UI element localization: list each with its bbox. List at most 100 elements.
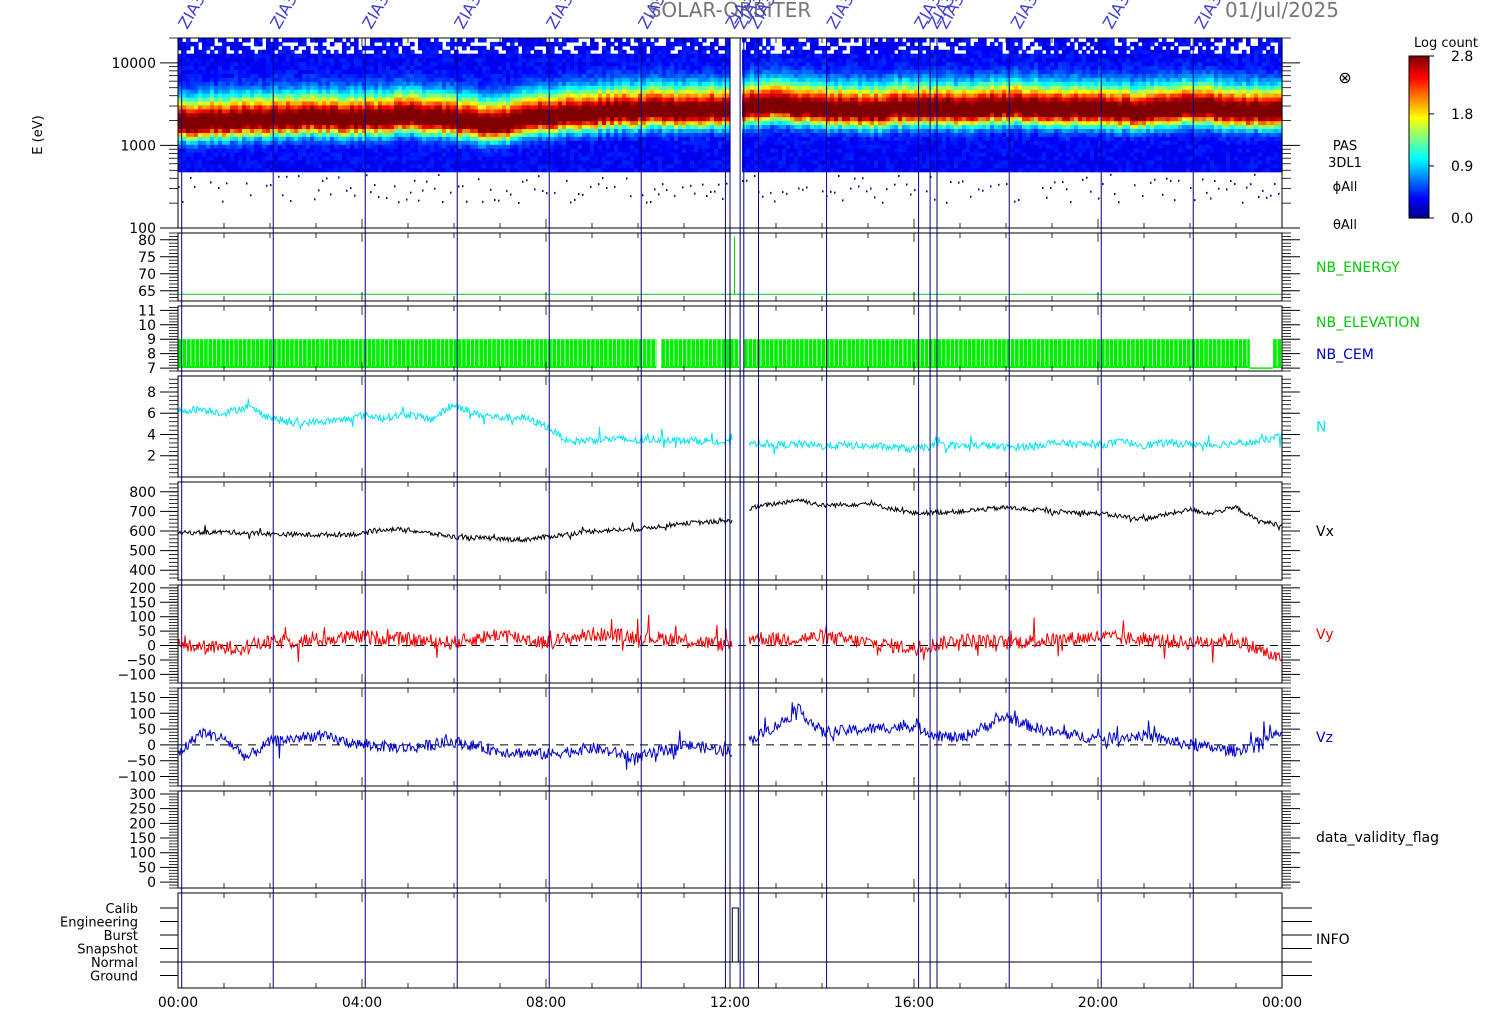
spectrogram-cell (326, 108, 331, 114)
spectrogram-cell (658, 49, 663, 55)
spectrogram-cell (638, 41, 643, 47)
spectrogram-cell (206, 81, 211, 86)
spectrogram-cell (186, 85, 191, 90)
spectrogram-cell (498, 69, 503, 74)
spectrogram-cell (330, 85, 335, 90)
spectrogram-cell (410, 116, 415, 122)
spectrogram-cell (702, 73, 707, 78)
spectrogram-cell (570, 128, 575, 133)
spectrogram-cell (434, 140, 439, 145)
spectrogram-cell (778, 132, 783, 137)
spectrogram-cell (750, 128, 755, 133)
spectrogram-cell (238, 140, 243, 145)
spectrogram-cell (602, 93, 607, 98)
spectrogram-cell (518, 108, 523, 114)
spectrogram-cell (386, 144, 391, 149)
spectrogram-cell (266, 85, 271, 90)
spectrogram-cell (190, 112, 195, 118)
spectrogram-cell (506, 53, 511, 59)
spectrogram-cell (458, 38, 463, 43)
spectrogram-cell (478, 159, 483, 165)
spectrogram-cell (506, 77, 511, 82)
spectrogram-cell (454, 65, 459, 70)
spectrogram-cell (326, 112, 331, 118)
spectrogram-cell (630, 116, 635, 122)
spectrogram-cell (178, 156, 183, 161)
spectrogram-cell (714, 65, 719, 70)
spectrogram-cell (642, 124, 647, 129)
spectrogram-cell (530, 156, 535, 161)
spectrogram-cell (786, 148, 791, 153)
spectrogram-cell (582, 124, 587, 129)
spectrogram-cell (618, 38, 623, 43)
spectrogram-cell (774, 156, 779, 161)
spectrogram-cell (254, 167, 259, 173)
spectrogram-cell (518, 53, 523, 59)
spectrogram-cell (486, 61, 491, 67)
spectrogram-cell (434, 61, 439, 67)
spectrogram-cell (334, 81, 339, 86)
spectrogram-cell (578, 120, 583, 126)
spectrogram-cell (766, 120, 771, 126)
spectrogram-cell (254, 159, 259, 165)
spectrogram-cell (770, 45, 775, 51)
spectrogram-cell (230, 89, 235, 94)
spectrogram-cell (582, 85, 587, 90)
spectrogram-cell (602, 144, 607, 149)
spectrogram-cell (442, 112, 447, 118)
spectrogram-cell (494, 124, 499, 129)
spectrogram-cell (506, 144, 511, 149)
spectrogram-cell (410, 156, 415, 161)
spectrogram-cell (482, 53, 487, 59)
spectrogram-cell (714, 53, 719, 59)
spectrogram-cell (746, 163, 751, 169)
spectrogram-cell (314, 97, 319, 102)
spectrogram-cell (346, 104, 351, 110)
spectrogram-cell (286, 73, 291, 78)
spectrogram-cell (498, 140, 503, 145)
spectrogram-cell (298, 57, 303, 63)
spectrogram-cell (282, 140, 287, 145)
spectrogram-cell (266, 61, 271, 67)
spectrogram-cell (634, 93, 639, 98)
spectrogram-cell (754, 124, 759, 129)
spectrogram-cell (242, 100, 247, 106)
spectrogram-cell (786, 163, 791, 169)
spectrogram-cell (754, 148, 759, 153)
spectrogram-cell (206, 159, 211, 165)
spectrogram-cell (382, 45, 387, 51)
spectrogram-cell (678, 167, 683, 173)
spectrogram-cell (254, 93, 259, 98)
spectrogram-cell (702, 140, 707, 145)
spectrogram-cell (574, 81, 579, 86)
spectrogram-cell (498, 136, 503, 141)
spectrogram-cell (634, 81, 639, 86)
spectrogram-cell (726, 81, 731, 86)
spectrogram-cell (594, 163, 599, 169)
spectrogram-cell (402, 144, 407, 149)
spectrogram-cell (714, 152, 719, 157)
spectrogram-cell (706, 57, 711, 63)
spectrogram-cell (366, 100, 371, 106)
spectrogram-cell (302, 49, 307, 55)
spectrogram-cell (190, 77, 195, 82)
spectrogram-cell (770, 116, 775, 122)
spectrogram-cell (698, 140, 703, 145)
spectrogram-cell (386, 116, 391, 122)
spectrogram-cell (502, 45, 507, 51)
spectrogram-cell (298, 85, 303, 90)
spectrogram-cell (666, 38, 671, 43)
spectrogram-cell (274, 148, 279, 153)
spectrogram-cell (350, 167, 355, 173)
spectrogram-cell (566, 140, 571, 145)
spectrogram-cell (726, 89, 731, 94)
spectrogram-cell (750, 112, 755, 118)
spectrogram-cell (290, 38, 295, 43)
spectrogram-cell (442, 104, 447, 110)
spectrogram-cell (614, 69, 619, 74)
spectrogram-cell (370, 156, 375, 161)
spectrogram-cell (574, 69, 579, 74)
spectrogram-cell (418, 81, 423, 86)
spectrogram-cell (654, 73, 659, 78)
spectrogram-cell (522, 108, 527, 114)
